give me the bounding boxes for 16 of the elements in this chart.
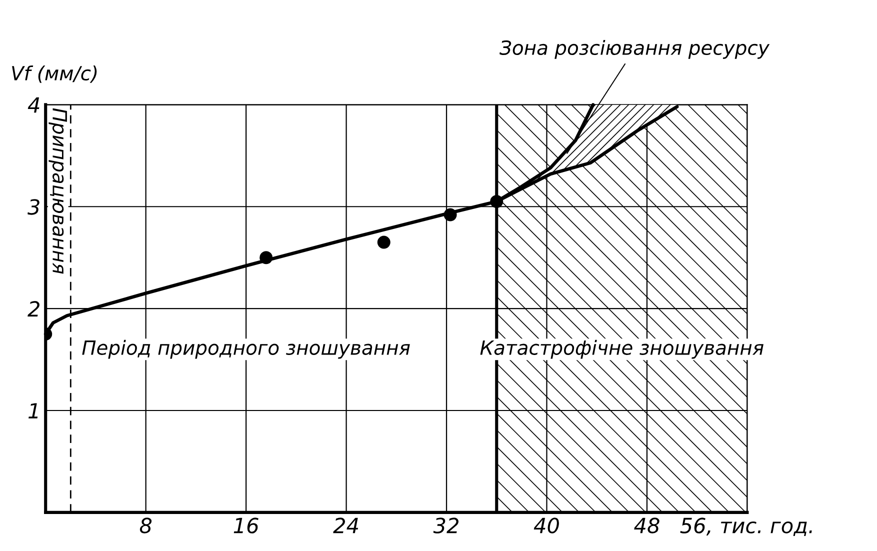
y-axis-title: Vf (мм/с) <box>12 65 97 83</box>
x-tick-label: 8 <box>140 518 152 534</box>
y-tick-label: 4 <box>28 97 40 113</box>
x-tick-label: 56, тис. год. <box>680 518 812 536</box>
y-tick-label: 2 <box>28 301 40 316</box>
x-tick-label: 24 <box>333 518 358 534</box>
annotation: Період природного зношування <box>82 340 410 359</box>
y-tick-label: 1 <box>28 403 38 418</box>
x-tick-label: 40 <box>534 518 559 534</box>
band-label: Катастрофічне зношування <box>480 340 764 359</box>
x-tick-label: 32 <box>433 518 458 534</box>
ref-line-label: Припрацювання <box>48 108 67 274</box>
y-tick-label: 3 <box>28 199 40 215</box>
x-tick-label: 16 <box>234 518 258 534</box>
annotation: Зона розсіювання ресурсу <box>500 40 770 59</box>
x-tick-label: 48 <box>634 518 660 534</box>
